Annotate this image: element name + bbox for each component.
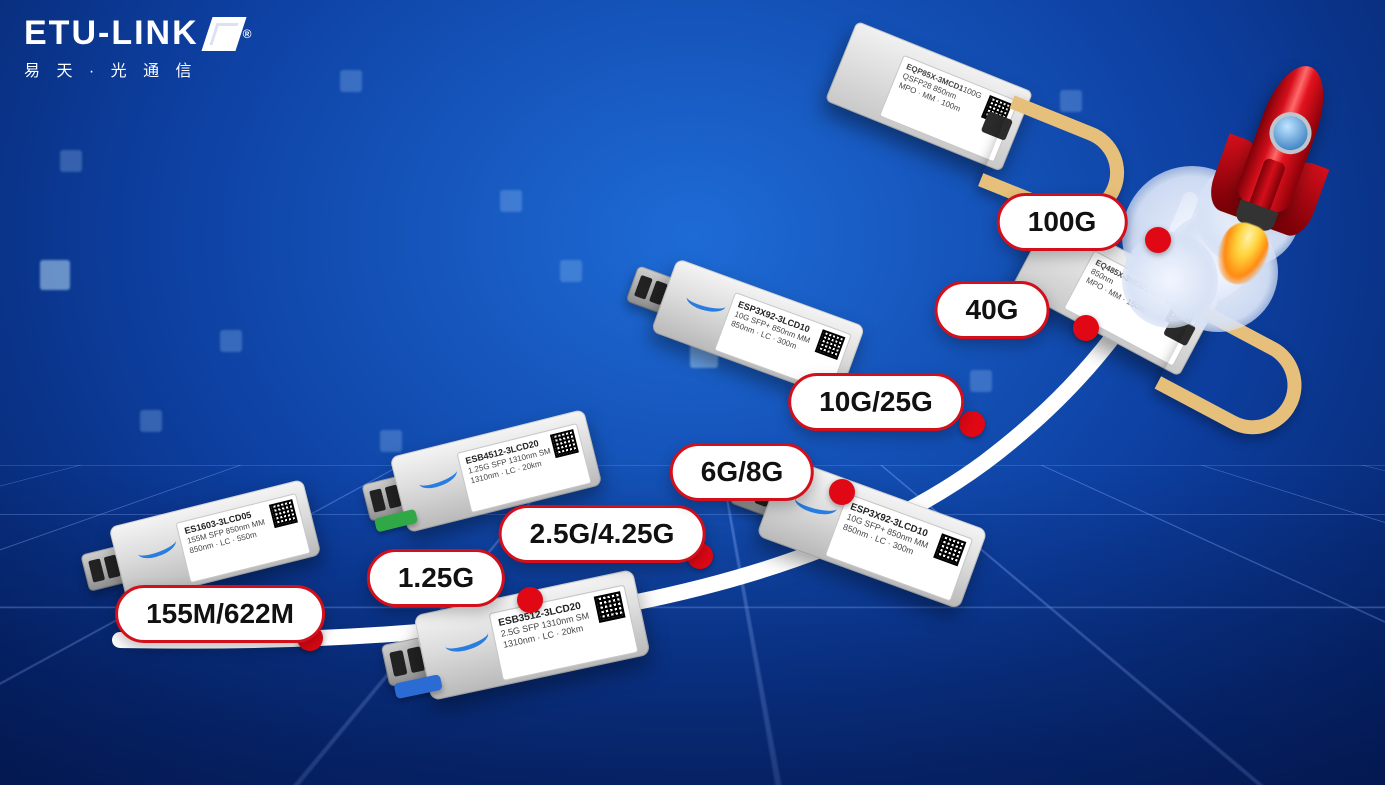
milestone-pill: 6G/8G: [670, 443, 814, 501]
bokeh-particle: [970, 370, 992, 392]
milestone-pill: 10G/25G: [788, 373, 964, 431]
bokeh-particle: [220, 330, 242, 352]
milestone-dot: [1145, 227, 1171, 253]
bokeh-particle: [60, 150, 82, 172]
milestone-pill: 2.5G/4.25G: [499, 505, 706, 563]
milestone-pill: 1.25G: [367, 549, 505, 607]
qsfp-module: EQP85X-3MCD1100G QSFP28 850nmMPO · MM · …: [823, 21, 1116, 209]
milestone-dot: [959, 411, 985, 437]
registered-mark: ®: [243, 27, 254, 41]
qr-code-icon: [269, 499, 298, 528]
milestone-dot: [517, 587, 543, 613]
qsfp-pull-handle: [972, 89, 1128, 206]
qr-code-icon: [550, 429, 579, 458]
brand-subtitle: 易 天 · 光 通 信: [24, 57, 254, 81]
milestone-pill: 100G: [997, 193, 1128, 251]
bokeh-particle: [40, 260, 70, 290]
infographic-canvas: ETU-LINK ® 易 天 · 光 通 信 ES1603-3LCD05155M…: [0, 0, 1385, 785]
rocket-icon: [1161, 41, 1381, 308]
bokeh-particle: [560, 260, 582, 282]
bokeh-particle: [500, 190, 522, 212]
qr-code-icon: [594, 591, 626, 623]
brand-mark-icon: [201, 17, 246, 51]
milestone-dot: [1073, 315, 1099, 341]
brand-title: ETU-LINK: [24, 14, 199, 53]
bokeh-particle: [380, 430, 402, 452]
milestone-pill: 40G: [935, 281, 1050, 339]
milestone-pill: 155M/622M: [115, 585, 325, 643]
milestone-dot: [829, 479, 855, 505]
bokeh-particle: [140, 410, 162, 432]
bokeh-particle: [340, 70, 362, 92]
brand-logo: ETU-LINK ® 易 天 · 光 通 信: [24, 14, 254, 81]
